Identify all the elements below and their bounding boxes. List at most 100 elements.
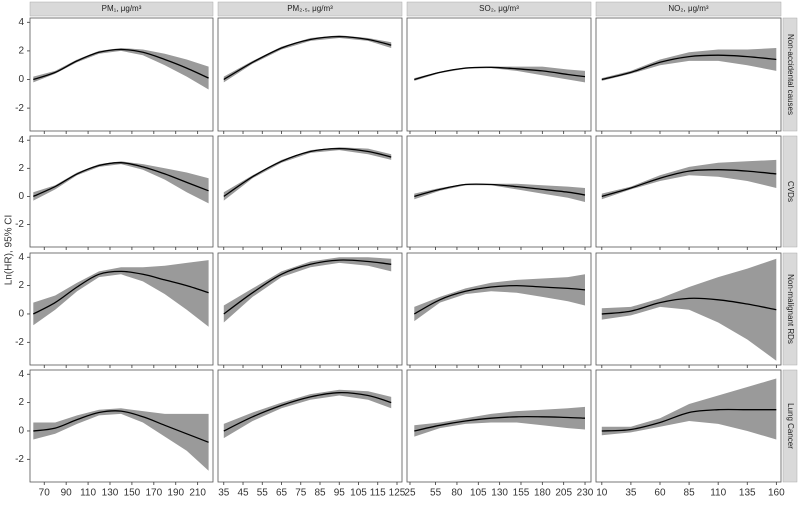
fit-line (32, 270, 209, 315)
fit-line (223, 35, 392, 81)
fit-line (223, 259, 392, 315)
x-tick-label: 160 (768, 488, 785, 499)
x-tick-label: 55 (257, 488, 269, 499)
y-tick-label: 4 (18, 135, 24, 146)
fit-line (601, 169, 777, 198)
y-tick-label: 0 (18, 309, 24, 320)
panel-background (217, 17, 403, 132)
x-tick-label: 190 (167, 488, 184, 499)
y-tick-label: 4 (18, 369, 24, 380)
column-strip (406, 1, 592, 17)
x-tick-label: 85 (314, 488, 326, 499)
fit-line (413, 284, 586, 315)
x-tick-label: 65 (276, 488, 288, 499)
fit-line (601, 297, 777, 315)
fit-line (414, 183, 586, 198)
fit-line (601, 408, 777, 432)
confidence-band (601, 258, 777, 361)
y-tick-label: 2 (18, 280, 24, 291)
x-tick-label: 115 (370, 488, 386, 499)
x-tick-label: 130 (491, 488, 508, 499)
y-tick-label: -2 (15, 454, 24, 465)
y-tick-label: 2 (18, 397, 24, 408)
row-title: CVDs (786, 181, 795, 202)
x-tick-label: 205 (555, 488, 572, 499)
x-tick-label: 35 (218, 488, 230, 499)
x-tick-label: 105 (350, 488, 367, 499)
x-tick-label: 110 (710, 488, 726, 499)
x-tick-label: 210 (189, 488, 206, 499)
fit-line (33, 410, 209, 443)
x-tick-label: 70 (39, 488, 51, 499)
y-axis-label: Ln(HR), 95% CI (4, 215, 15, 286)
confidence-band (33, 408, 209, 471)
fit-line (223, 147, 392, 197)
confidence-band (223, 389, 392, 439)
fit-line (414, 415, 586, 432)
panel-background (217, 369, 403, 483)
x-tick-label: 85 (684, 488, 696, 499)
x-tick-label: 180 (534, 488, 551, 499)
row-strip (782, 252, 798, 366)
column-strip (595, 1, 782, 17)
panel-background (217, 252, 403, 366)
row-strip (782, 135, 798, 248)
panel-background (406, 252, 592, 366)
column-strip (217, 1, 403, 17)
x-tick-label: 75 (295, 488, 307, 499)
panel-background (29, 135, 214, 248)
y-tick-label: -2 (15, 103, 24, 114)
x-tick-label: 125 (389, 488, 406, 499)
x-tick-label: 170 (145, 488, 162, 499)
fit-line (414, 66, 586, 81)
confidence-band (414, 406, 585, 437)
x-tick-label: 110 (80, 488, 96, 499)
x-tick-label: 10 (596, 488, 608, 499)
x-tick-label: 130 (102, 488, 119, 499)
y-tick-label: -2 (15, 219, 24, 230)
row-strip (782, 369, 798, 483)
column-title: SO₂, μg/m³ (479, 4, 519, 13)
confidence-band (223, 35, 392, 83)
confidence-band (33, 48, 209, 90)
x-tick-label: 105 (470, 488, 487, 499)
y-tick-label: 0 (18, 426, 24, 437)
y-tick-label: 4 (18, 252, 24, 263)
x-tick-label: 135 (739, 488, 756, 499)
panel-background (29, 17, 214, 132)
x-tick-label: 230 (577, 488, 594, 499)
confidence-band (33, 161, 209, 204)
confidence-band (601, 378, 777, 440)
y-tick-label: 4 (18, 17, 24, 28)
column-title: PM₂.₅, μg/m³ (287, 4, 333, 13)
fit-line (601, 54, 777, 81)
fit-line (33, 162, 209, 197)
y-tick-label: 0 (18, 191, 24, 202)
x-tick-label: 95 (334, 488, 346, 499)
x-tick-label: 80 (451, 488, 463, 499)
x-tick-label: 60 (654, 488, 666, 499)
column-title: NO₂, μg/m³ (668, 4, 708, 13)
row-title: Non-malignant RDs (786, 274, 795, 344)
row-title: Lung Cancer (786, 403, 795, 449)
fit-line (223, 392, 392, 432)
x-tick-label: 45 (237, 488, 249, 499)
x-tick-label: 35 (625, 488, 637, 499)
column-title: PM₁, μg/m³ (102, 4, 142, 13)
confidence-band (414, 183, 585, 202)
y-tick-label: 2 (18, 46, 24, 57)
x-tick-label: 155 (513, 488, 530, 499)
y-tick-label: -2 (15, 337, 24, 348)
fit-line (33, 48, 209, 81)
row-strip (782, 17, 798, 132)
row-title: Non-accidental causes (786, 34, 795, 115)
y-tick-label: 0 (18, 74, 24, 85)
y-tick-label: 2 (18, 163, 24, 174)
panel-background (595, 135, 782, 248)
column-strip (29, 1, 214, 17)
x-tick-label: 55 (430, 488, 442, 499)
confidence-band (414, 274, 585, 322)
x-tick-label: 25 (404, 488, 416, 499)
confidence-band (33, 260, 209, 327)
